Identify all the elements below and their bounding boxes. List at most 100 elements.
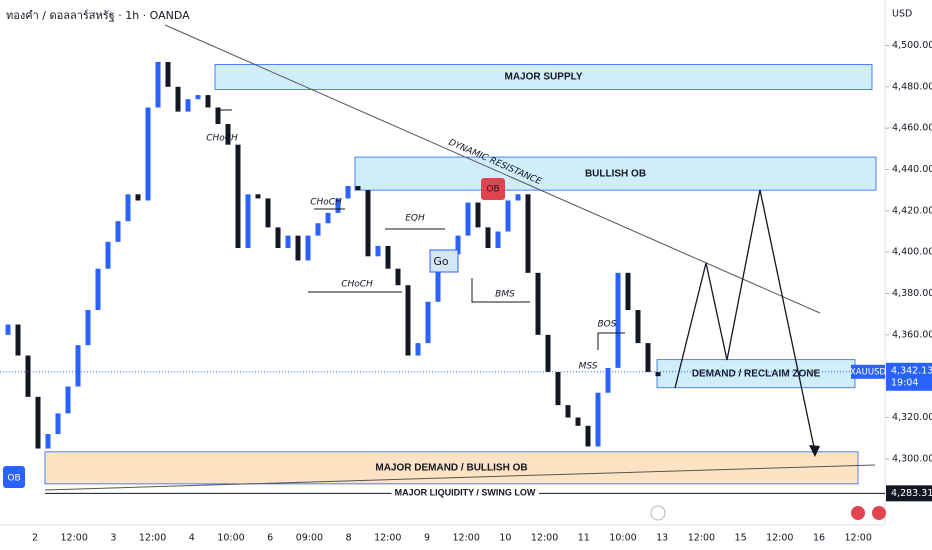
candle-body (415, 343, 421, 356)
zone-label: BULLISH OB (585, 168, 646, 179)
candle-body (355, 186, 361, 191)
x-tick-label: 10:00 (217, 533, 244, 544)
x-tick-label: 10 (499, 533, 511, 544)
x-tick-label: 13 (656, 533, 668, 544)
candle-body (55, 413, 61, 435)
candle-body (465, 202, 471, 236)
zone (214, 64, 873, 90)
candle-body (495, 231, 501, 249)
candle-body (525, 194, 531, 273)
candle-body (655, 372, 661, 377)
candle-body (395, 268, 401, 286)
x-tick-label: 11 (578, 533, 590, 544)
x-tick-label: 8 (346, 533, 352, 544)
candle-body (145, 107, 151, 201)
candle-body (515, 194, 521, 201)
x-tick-label: 09:00 (296, 533, 323, 544)
candle-body (285, 235, 291, 249)
y-tick-label: 4,460.000 (892, 123, 932, 134)
x-tick-label: 12:00 (531, 533, 558, 544)
ob-badge (481, 178, 505, 200)
candle-body (595, 392, 601, 447)
candle-body (305, 235, 311, 261)
candle-body (535, 272, 541, 335)
annotation: OB (486, 185, 499, 195)
candle-body (345, 186, 351, 199)
candle-body (45, 434, 51, 449)
annotation: EQH (405, 214, 425, 224)
annotation: BMS (495, 290, 515, 300)
label-bg (391, 487, 539, 498)
x-tick-label: 2 (32, 533, 38, 544)
annotation: MSS (579, 362, 598, 372)
candle-body (605, 367, 611, 393)
structure-line (597, 332, 625, 350)
chart-title: ทองคำ / ดอลลาร์สหรัฐ · 1h · OANDA (6, 9, 190, 22)
candle-body (475, 202, 481, 228)
go-box (429, 249, 459, 273)
ob-badge (3, 466, 25, 488)
liquidity-tag (886, 485, 932, 502)
candle-body (405, 285, 411, 356)
y-tick-label: 4,420.000 (892, 205, 932, 216)
event-flag[interactable] (872, 506, 886, 520)
candle-body (155, 62, 161, 108)
candle-body (85, 310, 91, 346)
y-tick-label: 4,480.000 (892, 81, 932, 92)
candle-body (585, 425, 591, 447)
x-tick-label: 4 (189, 533, 195, 544)
candle-body (485, 227, 491, 249)
zone (656, 359, 856, 389)
event-icon[interactable] (650, 505, 666, 521)
candle-body (35, 396, 41, 449)
zone (44, 451, 859, 485)
candle-body (295, 235, 301, 261)
symbol-label: XAUUSD (850, 367, 886, 377)
support-line (44, 464, 876, 491)
y-tick-label: 4,400.000 (892, 247, 932, 258)
candle-body (95, 268, 101, 311)
candle-body (505, 200, 511, 232)
candle-body (185, 99, 191, 112)
candle-body (65, 386, 71, 414)
zone-label: MAJOR DEMAND / BULLISH OB (375, 462, 527, 473)
annotation: Go (433, 255, 449, 268)
x-tick-label: 6 (267, 533, 273, 544)
event-flag[interactable] (851, 506, 865, 520)
candle-body (575, 417, 581, 426)
x-tick-label: 12:00 (139, 533, 166, 544)
candle-body (115, 221, 121, 242)
x-tick-label: 12:00 (688, 533, 715, 544)
candle-body (435, 268, 441, 302)
candle-body (315, 223, 321, 236)
candle-body (635, 310, 641, 344)
x-tick-label: 12:00 (453, 533, 480, 544)
candle-body (125, 194, 131, 222)
x-tick-label: 12:00 (845, 533, 872, 544)
candle-body (615, 272, 621, 368)
candle-body (235, 144, 241, 249)
x-tick-label: 3 (110, 533, 116, 544)
y-tick-label: 4,440.000 (892, 164, 932, 175)
candle-body (255, 194, 261, 199)
annotation: CHoCH (310, 198, 342, 208)
candle-body (325, 212, 331, 224)
candle-body (555, 372, 561, 406)
candle-body (215, 107, 221, 125)
candle-body (135, 194, 141, 201)
x-tick-label: 15 (735, 533, 747, 544)
candle-body (455, 235, 461, 255)
candle-body (195, 95, 201, 100)
currency: USD (892, 9, 912, 20)
y-tick-label: 4,360.000 (892, 329, 932, 340)
candle-body (625, 272, 631, 311)
liquidity-value: 4,283.319 (891, 488, 932, 499)
x-tick-label: 16 (813, 533, 825, 544)
zone-label: DEMAND / RECLAIM ZONE (692, 368, 821, 379)
candle-body (165, 62, 171, 87)
candle-body (225, 124, 231, 145)
candle-body (175, 86, 181, 112)
x-tick-label: 12:00 (766, 533, 793, 544)
y-tick-label: 4,300.000 (892, 453, 932, 464)
